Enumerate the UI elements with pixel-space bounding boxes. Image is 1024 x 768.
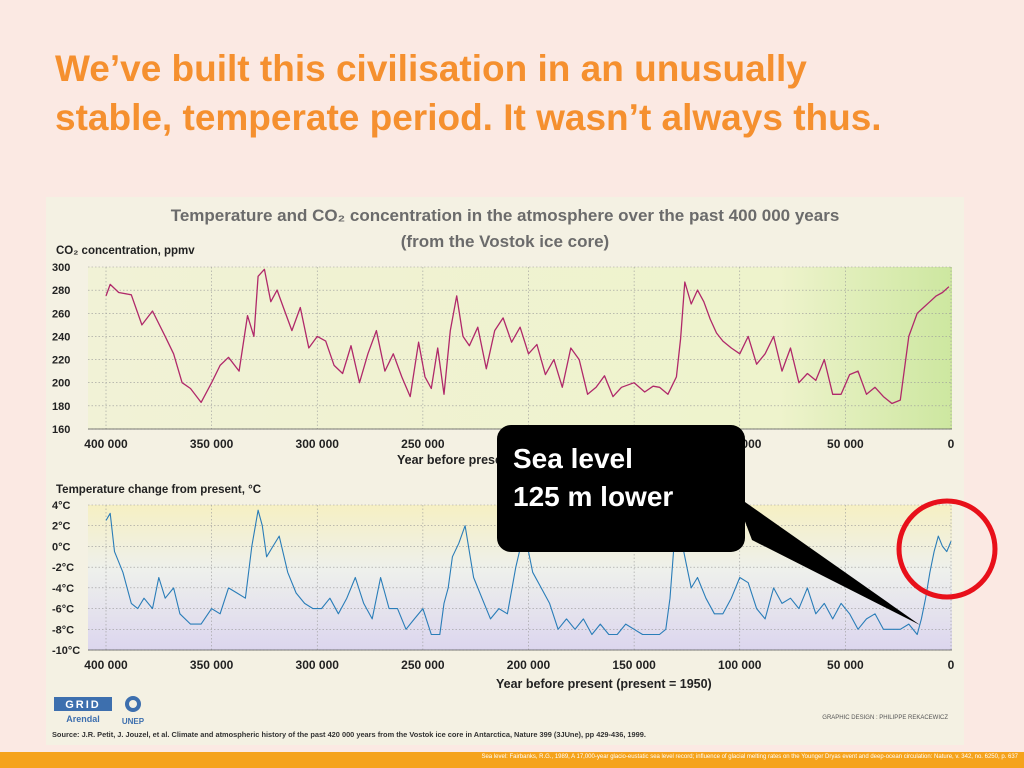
svg-text:UNEP: UNEP <box>122 717 145 726</box>
temperature-x-tick-label: 50 000 <box>827 658 864 672</box>
co2-y-tick-label: 180 <box>52 401 70 413</box>
co2-x-tick-label: 350 000 <box>190 437 234 451</box>
co2-y-tick-label: 240 <box>52 331 70 343</box>
svg-text:GRID: GRID <box>65 699 101 711</box>
co2-x-tick-label: 300 000 <box>296 437 340 451</box>
temperature-y-tick-label: -2°C <box>52 562 74 574</box>
temperature-y-tick-label: -6°C <box>52 604 74 616</box>
footer-bar: Sea level: Fairbanks, R.G., 1989, A 17,0… <box>0 752 1024 768</box>
co2-y-tick-label: 280 <box>52 285 70 297</box>
co2-x-tick-label: 50 000 <box>827 437 864 451</box>
co2-x-tick-label: 400 000 <box>84 437 128 451</box>
graphic-design-credit: GRAPHIC DESIGN : PHILIPPE REKACEWICZ <box>822 715 948 721</box>
footer-citation: Sea level: Fairbanks, R.G., 1989, A 17,0… <box>481 754 1018 760</box>
co2-y-tick-label: 300 <box>52 262 70 274</box>
co2-y-axis-label: CO₂ concentration, ppmv <box>56 245 195 257</box>
temperature-y-tick-label: -4°C <box>52 583 74 595</box>
temperature-x-axis-label: Year before present (present = 1950) <box>496 677 712 691</box>
co2-y-tick-label: 260 <box>52 308 70 320</box>
co2-x-tick-label: 250 000 <box>401 437 445 451</box>
callout-line2: 125 m lower <box>513 481 674 512</box>
temperature-x-tick-label: 100 000 <box>718 658 762 672</box>
temperature-x-tick-label: 350 000 <box>190 658 234 672</box>
slide-title-line2: stable, temperate period. It wasn’t alwa… <box>55 97 882 138</box>
co2-y-tick-label: 160 <box>52 424 70 436</box>
svg-text:Arendal: Arendal <box>66 714 100 724</box>
slide-title: We’ve built this civilisation in an unus… <box>55 44 995 142</box>
temperature-y-tick-label: -10°C <box>52 645 80 657</box>
chart-source: Source: J.R. Petit, J. Jouzel, et al. Cl… <box>52 730 646 739</box>
chart-title-line1: Temperature and CO₂ concentration in the… <box>171 206 840 225</box>
sea-level-callout: Sea level 125 m lower <box>497 425 745 552</box>
temperature-y-tick-label: 4°C <box>52 500 71 512</box>
temperature-y-tick-label: 2°C <box>52 521 71 533</box>
co2-y-tick-label: 220 <box>52 355 70 367</box>
temperature-y-tick-label: -8°C <box>52 624 74 636</box>
temperature-x-tick-label: 150 000 <box>612 658 656 672</box>
temperature-y-tick-label: 0°C <box>52 541 71 553</box>
unep-logo: UNEP <box>122 696 145 726</box>
temperature-y-axis-label: Temperature change from present, °C <box>56 484 261 496</box>
co2-x-axis-label: Year before present <box>397 453 515 467</box>
temperature-x-tick-label: 0 <box>948 658 955 672</box>
temperature-x-tick-label: 300 000 <box>296 658 340 672</box>
slide-title-line1: We’ve built this civilisation in an unus… <box>55 48 807 89</box>
temperature-x-tick-label: 400 000 <box>84 658 128 672</box>
co2-x-tick-label: 0 <box>948 437 955 451</box>
callout-line1: Sea level <box>513 443 633 474</box>
chart-title-line2: (from the Vostok ice core) <box>401 232 609 251</box>
co2-y-tick-label: 200 <box>52 378 70 390</box>
temperature-x-tick-label: 200 000 <box>507 658 551 672</box>
grid-arendal-logo: GRID Arendal <box>54 697 112 724</box>
co2-plot-background <box>88 267 952 429</box>
co2-series-line <box>105 268 950 405</box>
temperature-x-tick-label: 250 000 <box>401 658 445 672</box>
